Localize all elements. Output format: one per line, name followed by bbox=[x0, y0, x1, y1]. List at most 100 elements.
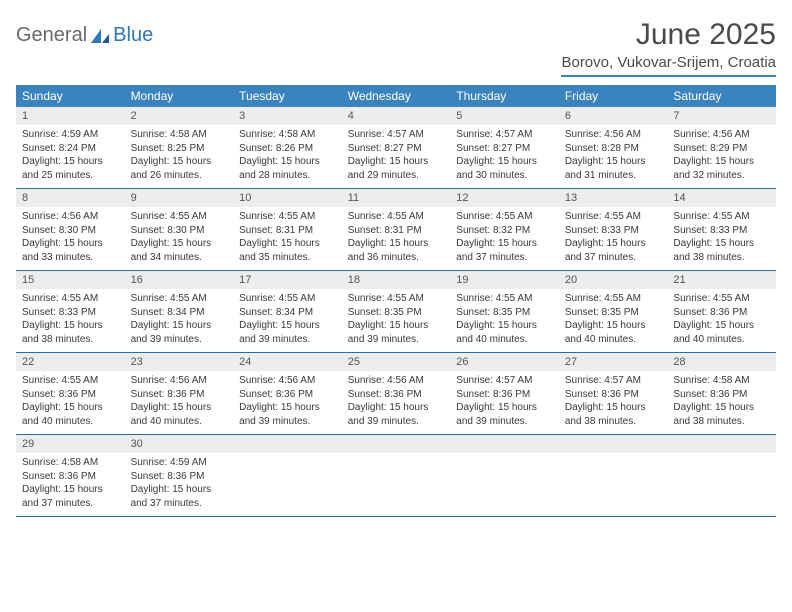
daylight-text: Daylight: 15 hours and 39 minutes. bbox=[239, 401, 336, 428]
sunset-text: Sunset: 8:36 PM bbox=[456, 388, 553, 402]
sunrise-text: Sunrise: 4:58 AM bbox=[239, 128, 336, 142]
day-details: Sunrise: 4:55 AMSunset: 8:34 PMDaylight:… bbox=[125, 289, 234, 352]
sunrise-text: Sunrise: 4:56 AM bbox=[348, 374, 445, 388]
calendar-day: 29Sunrise: 4:58 AMSunset: 8:36 PMDayligh… bbox=[16, 435, 125, 516]
sunrise-text: Sunrise: 4:55 AM bbox=[565, 210, 662, 224]
day-details: Sunrise: 4:55 AMSunset: 8:33 PMDaylight:… bbox=[667, 207, 776, 270]
day-number bbox=[559, 435, 668, 453]
day-number: 1 bbox=[16, 107, 125, 125]
calendar-day: 10Sunrise: 4:55 AMSunset: 8:31 PMDayligh… bbox=[233, 189, 342, 270]
daylight-text: Daylight: 15 hours and 29 minutes. bbox=[348, 155, 445, 182]
daylight-text: Daylight: 15 hours and 39 minutes. bbox=[348, 401, 445, 428]
daylight-text: Daylight: 15 hours and 39 minutes. bbox=[131, 319, 228, 346]
calendar-day: 25 Sunrise: 4:56 AMSunset: 8:36 PMDayligh… bbox=[342, 353, 451, 434]
sunset-text: Sunset: 8:36 PM bbox=[565, 388, 662, 402]
sunset-text: Sunset: 8:29 PM bbox=[673, 142, 770, 156]
calendar-day: 24Sunrise: 4:56 AMSunset: 8:36 PMDayligh… bbox=[233, 353, 342, 434]
calendar-day: 13Sunrise: 4:55 AMSunset: 8:33 PMDayligh… bbox=[559, 189, 668, 270]
day-number: 24 bbox=[233, 353, 342, 371]
sunset-text: Sunset: 8:36 PM bbox=[131, 388, 228, 402]
calendar-day: 8Sunrise: 4:56 AMSunset: 8:30 PMDaylight… bbox=[16, 189, 125, 270]
day-details: Sunrise: 4:55 AMSunset: 8:35 PMDaylight:… bbox=[450, 289, 559, 352]
sunrise-text: Sunrise: 4:57 AM bbox=[456, 128, 553, 142]
weekday-header: Wednesday bbox=[342, 85, 451, 107]
day-details: Sunrise: 4:57 AMSunset: 8:36 PMDaylight:… bbox=[559, 371, 668, 434]
day-number: 30 bbox=[125, 435, 234, 453]
daylight-text: Daylight: 15 hours and 33 minutes. bbox=[22, 237, 119, 264]
daylight-text: Daylight: 15 hours and 31 minutes. bbox=[565, 155, 662, 182]
sunset-text: Sunset: 8:35 PM bbox=[348, 306, 445, 320]
sunrise-text: Sunrise: 4:58 AM bbox=[131, 128, 228, 142]
day-details bbox=[667, 453, 776, 503]
daylight-text: Daylight: 15 hours and 38 minutes. bbox=[22, 319, 119, 346]
day-number: 10 bbox=[233, 189, 342, 207]
day-details: Sunrise: 4:56 AMSunset: 8:36 PMDaylight:… bbox=[125, 371, 234, 434]
sunset-text: Sunset: 8:24 PM bbox=[22, 142, 119, 156]
day-number: 7 bbox=[667, 107, 776, 125]
sunrise-text: Sunrise: 4:56 AM bbox=[239, 374, 336, 388]
weekday-header-row: Sunday Monday Tuesday Wednesday Thursday… bbox=[16, 85, 776, 107]
sunrise-text: Sunrise: 4:59 AM bbox=[22, 128, 119, 142]
sunset-text: Sunset: 8:36 PM bbox=[22, 470, 119, 484]
calendar-day: 27Sunrise: 4:57 AMSunset: 8:36 PMDayligh… bbox=[559, 353, 668, 434]
weeks-container: 1Sunrise: 4:59 AMSunset: 8:24 PMDaylight… bbox=[16, 107, 776, 517]
day-number: 8 bbox=[16, 189, 125, 207]
calendar-day: 1Sunrise: 4:59 AMSunset: 8:24 PMDaylight… bbox=[16, 107, 125, 188]
daylight-text: Daylight: 15 hours and 40 minutes. bbox=[565, 319, 662, 346]
calendar-day bbox=[667, 435, 776, 516]
calendar-day: 26 Sunrise: 4:57 AMSunset: 8:36 PMDayligh… bbox=[450, 353, 559, 434]
calendar-week: 8Sunrise: 4:56 AMSunset: 8:30 PMDaylight… bbox=[16, 189, 776, 271]
day-details: Sunrise: 4:55 AMSunset: 8:31 PMDaylight:… bbox=[233, 207, 342, 270]
weekday-header: Tuesday bbox=[233, 85, 342, 107]
day-details bbox=[450, 453, 559, 503]
day-details: Sunrise: 4:58 AMSunset: 8:36 PMDaylight:… bbox=[16, 453, 125, 516]
day-number: 21 bbox=[667, 271, 776, 289]
sunset-text: Sunset: 8:33 PM bbox=[22, 306, 119, 320]
month-title: June 2025 bbox=[561, 18, 776, 52]
day-details bbox=[342, 453, 451, 503]
day-details: Sunrise: 4:55 AMSunset: 8:32 PMDaylight:… bbox=[450, 207, 559, 270]
day-number: 26 bbox=[450, 353, 559, 371]
sunset-text: Sunset: 8:31 PM bbox=[239, 224, 336, 238]
day-details: Sunrise: 4:55 AMSunset: 8:35 PMDaylight:… bbox=[559, 289, 668, 352]
day-details: Sunrise: 4:58 AMSunset: 8:26 PMDaylight:… bbox=[233, 125, 342, 188]
calendar-week: 1Sunrise: 4:59 AMSunset: 8:24 PMDaylight… bbox=[16, 107, 776, 189]
day-details: Sunrise: 4:57 AMSunset: 8:27 PMDaylight:… bbox=[450, 125, 559, 188]
calendar-day: 7Sunrise: 4:56 AMSunset: 8:29 PMDaylight… bbox=[667, 107, 776, 188]
day-details: Sunrise: 4:56 AMSunset: 8:28 PMDaylight:… bbox=[559, 125, 668, 188]
day-details: Sunrise: 4:59 AMSunset: 8:24 PMDaylight:… bbox=[16, 125, 125, 188]
sunrise-text: Sunrise: 4:55 AM bbox=[131, 210, 228, 224]
day-details: Sunrise: 4:57 AMSunset: 8:27 PMDaylight:… bbox=[342, 125, 451, 188]
day-number: 13 bbox=[559, 189, 668, 207]
sunset-text: Sunset: 8:33 PM bbox=[565, 224, 662, 238]
daylight-text: Daylight: 15 hours and 39 minutes. bbox=[456, 401, 553, 428]
daylight-text: Daylight: 15 hours and 26 minutes. bbox=[131, 155, 228, 182]
day-details: Sunrise: 4:55 AMSunset: 8:36 PMDaylight:… bbox=[16, 371, 125, 434]
calendar-day: 19Sunrise: 4:55 AMSunset: 8:35 PMDayligh… bbox=[450, 271, 559, 352]
sunrise-text: Sunrise: 4:55 AM bbox=[673, 292, 770, 306]
calendar-day: 4Sunrise: 4:57 AMSunset: 8:27 PMDaylight… bbox=[342, 107, 451, 188]
daylight-text: Daylight: 15 hours and 32 minutes. bbox=[673, 155, 770, 182]
sunset-text: Sunset: 8:36 PM bbox=[673, 388, 770, 402]
day-number: 2 bbox=[125, 107, 234, 125]
daylight-text: Daylight: 15 hours and 40 minutes. bbox=[673, 319, 770, 346]
day-number: 3 bbox=[233, 107, 342, 125]
brand-logo: General Blue bbox=[16, 18, 153, 47]
sunrise-text: Sunrise: 4:57 AM bbox=[348, 128, 445, 142]
day-details: Sunrise: 4:55 AMSunset: 8:33 PMDaylight:… bbox=[559, 207, 668, 270]
calendar-day: 14Sunrise: 4:55 AMSunset: 8:33 PMDayligh… bbox=[667, 189, 776, 270]
sunrise-text: Sunrise: 4:57 AM bbox=[456, 374, 553, 388]
daylight-text: Daylight: 15 hours and 36 minutes. bbox=[348, 237, 445, 264]
day-details: Sunrise: 4:55 AMSunset: 8:30 PMDaylight:… bbox=[125, 207, 234, 270]
sunset-text: Sunset: 8:36 PM bbox=[348, 388, 445, 402]
day-number: 25 bbox=[342, 353, 451, 371]
calendar-day: 21Sunrise: 4:55 AMSunset: 8:36 PMDayligh… bbox=[667, 271, 776, 352]
day-number: 17 bbox=[233, 271, 342, 289]
calendar-day: 3Sunrise: 4:58 AMSunset: 8:26 PMDaylight… bbox=[233, 107, 342, 188]
sunrise-text: Sunrise: 4:55 AM bbox=[565, 292, 662, 306]
sunrise-text: Sunrise: 4:55 AM bbox=[22, 292, 119, 306]
day-number: 28 bbox=[667, 353, 776, 371]
sunset-text: Sunset: 8:28 PM bbox=[565, 142, 662, 156]
weekday-header: Monday bbox=[125, 85, 234, 107]
day-number: 20 bbox=[559, 271, 668, 289]
